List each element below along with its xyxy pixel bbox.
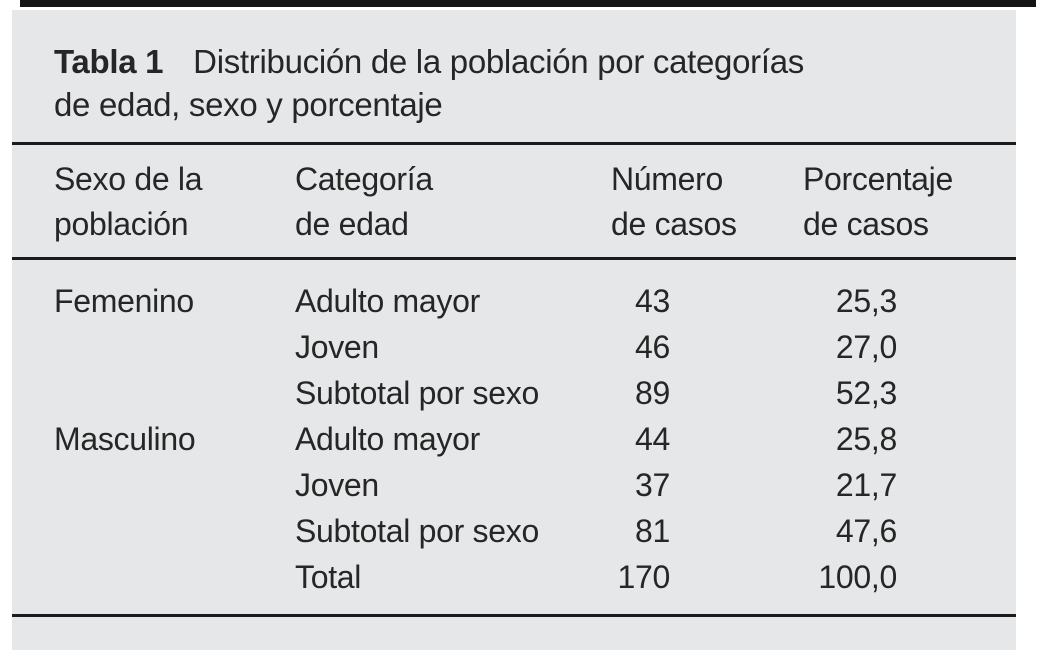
table-row: Subtotal por sexo 81 47,6 xyxy=(54,508,1016,554)
table-title: Tabla 1 Distribución de la población por … xyxy=(54,40,988,126)
table-rule-header xyxy=(12,257,1016,260)
header-numero-line2: de casos xyxy=(611,206,737,242)
cell-categoria: Total xyxy=(295,558,362,595)
cell-porcentaje: 25,8 xyxy=(835,420,897,457)
cell-categoria: Joven xyxy=(295,328,379,365)
cell-categoria: Joven xyxy=(295,466,379,503)
header-porcentaje-line1: Porcentaje xyxy=(803,161,953,197)
cell-numero: 46 xyxy=(635,328,670,365)
table-row: Joven 46 27,0 xyxy=(54,324,1016,370)
cell-porcentaje: 47,6 xyxy=(835,512,897,549)
table-row: Joven 37 21,7 xyxy=(54,462,1016,508)
table-panel: Tabla 1 Distribución de la población por … xyxy=(12,10,1016,650)
title-text-line1: Distribución de la población por categor… xyxy=(193,43,804,80)
cell-numero: 44 xyxy=(635,420,670,457)
column-header-numero: Número de casos xyxy=(565,157,745,247)
title-text-line2: de edad, sexo y porcentaje xyxy=(54,86,443,123)
cell-numero: 43 xyxy=(635,282,670,319)
cell-numero: 81 xyxy=(635,512,670,549)
cell-categoria: Subtotal por sexo xyxy=(295,512,539,549)
table-row: Masculino Adulto mayor 44 25,8 xyxy=(54,416,1016,462)
table-body: Femenino Adulto mayor 43 25,3 Joven 46 2… xyxy=(12,260,1016,614)
column-header-categoria: Categoría de edad xyxy=(295,157,565,247)
header-categoria-line2: de edad xyxy=(295,206,409,242)
cell-sexo: Masculino xyxy=(54,420,196,457)
header-categoria-line1: Categoría xyxy=(295,161,433,197)
cell-porcentaje: 100,0 xyxy=(818,558,897,595)
cell-categoria: Adulto mayor xyxy=(295,282,480,319)
header-porcentaje-line2: de casos xyxy=(803,206,929,242)
table-row: Subtotal por sexo 89 52,3 xyxy=(54,370,1016,416)
cell-porcentaje: 21,7 xyxy=(835,466,897,503)
table-label: Tabla 1 xyxy=(54,43,164,80)
table-rule-bottom xyxy=(12,614,1016,617)
table-header-row: Sexo de la población Categoría de edad N… xyxy=(54,145,1016,257)
cell-categoria: Adulto mayor xyxy=(295,420,480,457)
cell-numero: 170 xyxy=(617,558,671,595)
table-row: Femenino Adulto mayor 43 25,3 xyxy=(54,278,1016,324)
cell-sexo: Femenino xyxy=(54,282,194,319)
cell-porcentaje: 25,3 xyxy=(835,282,897,319)
cell-numero: 37 xyxy=(635,466,670,503)
title-line-1: Tabla 1 Distribución de la población por … xyxy=(54,40,988,83)
column-header-sexo: Sexo de la población xyxy=(54,157,295,247)
header-sexo-line1: Sexo de la xyxy=(54,161,203,197)
table-rule-top xyxy=(12,142,1016,145)
cell-porcentaje: 52,3 xyxy=(835,374,897,411)
column-header-porcentaje: Porcentaje de casos xyxy=(745,157,965,247)
table-row: Total 170 100,0 xyxy=(54,554,1016,600)
cell-numero: 89 xyxy=(635,374,670,411)
cell-categoria: Subtotal por sexo xyxy=(295,374,539,411)
cell-porcentaje: 27,0 xyxy=(835,328,897,365)
top-accent-bar xyxy=(20,0,1036,7)
header-sexo-line2: población xyxy=(54,206,189,242)
header-numero-line1: Número xyxy=(611,161,724,197)
